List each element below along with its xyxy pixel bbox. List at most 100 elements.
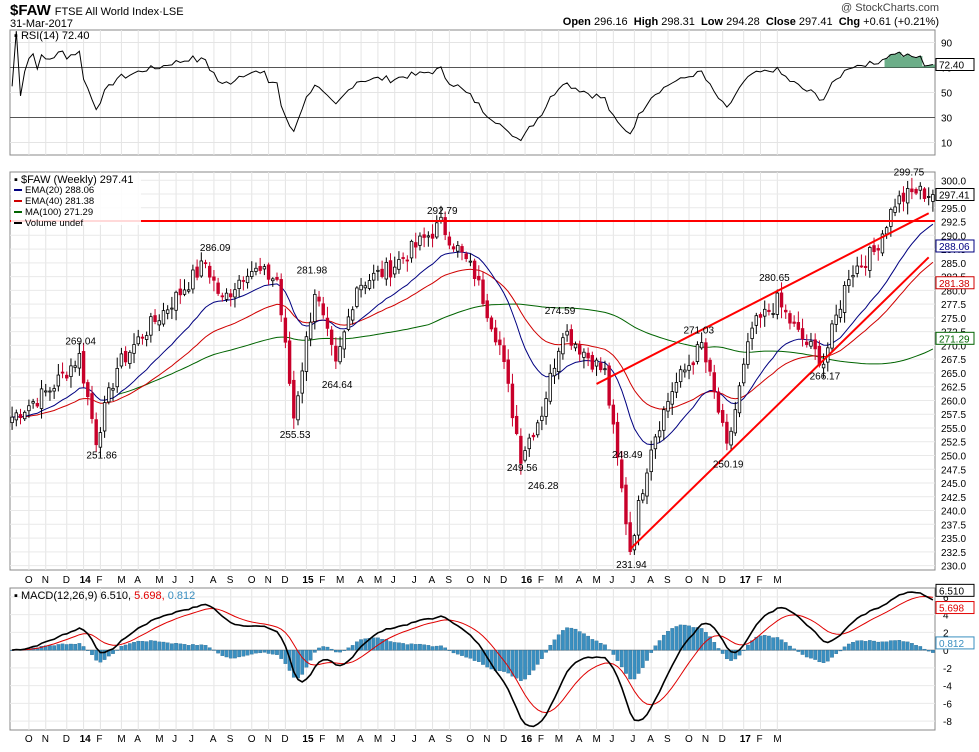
candle	[266, 264, 271, 280]
candle	[435, 222, 439, 238]
macd-histogram-bar	[371, 637, 376, 651]
price-tick-label: 295.0	[941, 204, 966, 215]
x-axis-label: M	[155, 575, 163, 586]
x-axis-label: F	[757, 575, 763, 586]
price-tick-label: 242.5	[941, 493, 966, 504]
candle	[144, 335, 149, 340]
candle	[229, 293, 233, 298]
macd-histogram-bar	[60, 643, 65, 651]
macd-histogram-bar	[220, 649, 225, 656]
x-axis-label: 14	[80, 734, 92, 745]
macd-histogram-bar	[85, 649, 90, 651]
candle	[367, 280, 372, 289]
macd-label-prefix: MACD(12,26,9)	[21, 590, 100, 602]
macd-histogram-bar	[897, 640, 902, 651]
rsi-tick-label: 50	[941, 89, 953, 100]
macd-histogram-bar	[825, 649, 830, 662]
macd-histogram-bar	[615, 649, 620, 661]
candle	[216, 282, 220, 294]
candle	[161, 310, 166, 325]
candle	[590, 355, 595, 370]
macd-histogram-bar	[186, 645, 191, 651]
candle	[510, 383, 515, 419]
x-axis-label: F	[757, 734, 763, 745]
candle	[456, 245, 460, 252]
macd-histogram-bar	[476, 649, 481, 662]
macd-histogram-bar	[140, 641, 145, 651]
macd-histogram-bar	[119, 646, 124, 651]
macd-histogram-bar	[161, 641, 166, 651]
candle	[140, 336, 145, 339]
candle	[165, 309, 170, 314]
candle	[704, 342, 708, 363]
candle	[725, 421, 729, 444]
candle	[607, 365, 611, 406]
macd-histogram-bar	[544, 649, 548, 653]
candle	[18, 414, 23, 419]
macd-histogram-bar	[127, 643, 132, 651]
macd-histogram-bar	[266, 649, 271, 654]
candle	[329, 329, 334, 345]
macd-tick-label: 0	[943, 646, 949, 657]
candle	[763, 308, 767, 317]
macd-histogram-bar	[817, 649, 822, 663]
macd-histogram-bar	[813, 649, 818, 660]
x-axis-label: N	[42, 575, 49, 586]
macd-panel: -8 -6 -4 -2 0 2 4 6 ▪ MACD(12,26,9) 6.510, 5.698…	[9, 583, 975, 731]
macd-histogram-bar	[388, 641, 393, 651]
macd-signal-tag-box	[935, 601, 975, 615]
candle	[460, 246, 464, 253]
macd-histogram-bar	[758, 635, 763, 651]
x-axis-label: D	[500, 575, 507, 586]
macd-histogram-bar	[249, 649, 254, 655]
macd-histogram-bar	[901, 641, 906, 651]
macd-histogram-bar	[439, 645, 443, 651]
candle	[426, 235, 431, 238]
macd-histogram-bar	[447, 649, 452, 651]
price-annotation: 299.75	[894, 168, 925, 179]
macd-histogram-bar	[174, 643, 178, 651]
candle	[527, 437, 531, 450]
macd-histogram-bar	[245, 649, 250, 656]
macd-histogram-bar	[338, 649, 342, 653]
macd-histogram-bar	[720, 649, 725, 654]
x-axis-label: A	[134, 575, 141, 586]
candle	[149, 316, 153, 336]
macd-histogram-bar	[392, 642, 397, 651]
macd-histogram-bar	[649, 649, 654, 653]
candle	[220, 295, 225, 298]
macd-histogram-bar	[182, 644, 187, 651]
macd-histogram-bar	[325, 646, 330, 651]
macd-histogram-bar	[321, 646, 326, 651]
x-axis-label: N	[483, 575, 490, 586]
candle	[805, 341, 809, 345]
candle	[851, 275, 855, 278]
candle	[468, 260, 473, 263]
change-value: +0.61 (+0.21%)	[863, 16, 939, 28]
x-axis-label: D	[63, 734, 70, 745]
candle	[779, 292, 784, 308]
x-axis: O N D 14 F M A M J J A S O N D 15 F M A M J J A S O N D 16 F M A M J J A S O…	[25, 575, 782, 745]
macd-histogram-bar	[779, 639, 784, 651]
macd-histogram-bar	[716, 648, 721, 651]
macd-histogram-bar	[586, 635, 590, 651]
candle	[170, 307, 174, 310]
candle	[733, 409, 737, 434]
candle	[603, 368, 607, 371]
legend-entry: MA(100) 271.29	[25, 207, 93, 218]
candle	[502, 345, 506, 362]
candle	[611, 404, 616, 425]
macd-histogram-bar	[905, 641, 910, 651]
candle	[649, 449, 653, 473]
macd-histogram-bar	[149, 640, 153, 651]
macd-histogram-bar	[767, 635, 771, 651]
candle	[506, 359, 510, 384]
macd-histogram-bar	[132, 642, 136, 651]
candle	[847, 279, 851, 286]
candle	[573, 343, 578, 349]
macd-panel-frame	[9, 587, 936, 731]
candle	[729, 430, 733, 446]
macd-histogram-bar	[746, 644, 750, 651]
candle	[14, 412, 19, 421]
x-axis-label: S	[227, 734, 234, 745]
